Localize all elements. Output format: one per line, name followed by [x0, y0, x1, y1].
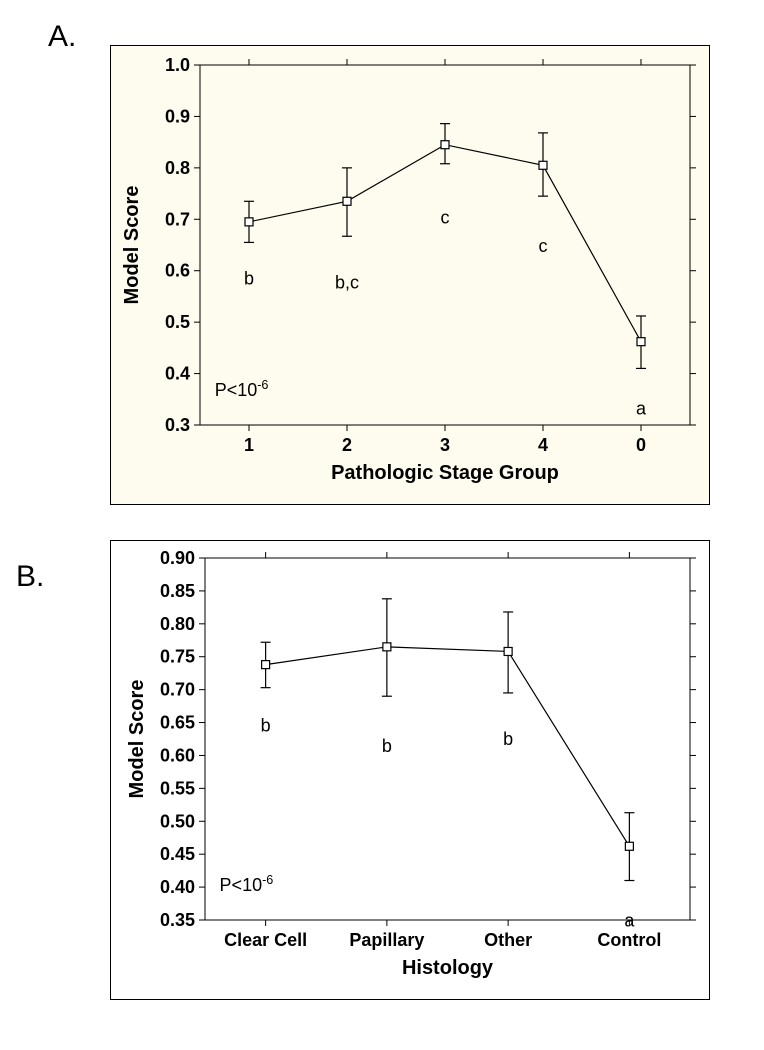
y-axis-title: Model Score [121, 186, 143, 305]
x-tick-label: Other [484, 930, 532, 950]
y-tick-label: 1.0 [165, 55, 190, 75]
data-marker [343, 197, 351, 205]
data-marker [625, 842, 633, 850]
data-marker [441, 141, 449, 149]
y-tick-label: 0.65 [160, 713, 195, 733]
panel-b-label: B. [16, 560, 44, 594]
y-tick-label: 0.8 [165, 158, 190, 178]
x-tick-label: 4 [538, 435, 548, 455]
y-tick-label: 0.4 [165, 364, 190, 384]
x-axis-title: Pathologic Stage Group [331, 462, 559, 484]
y-tick-label: 0.85 [160, 581, 195, 601]
y-tick-label: 0.40 [160, 877, 195, 897]
x-tick-label: 3 [440, 435, 450, 455]
y-tick-label: 0.35 [160, 910, 195, 930]
data-marker [539, 161, 547, 169]
y-tick-label: 0.80 [160, 614, 195, 634]
data-marker [637, 338, 645, 346]
data-marker [245, 218, 253, 226]
group-annotation: b,c [335, 272, 359, 292]
x-tick-label: 0 [636, 435, 646, 455]
group-annotation: c [441, 208, 450, 228]
y-tick-label: 0.55 [160, 778, 195, 798]
y-axis-title: Model Score [126, 680, 148, 799]
chart-svg: 0.35 0.40 0.45 0.50 0.55 0.60 0.65 0.70 0.75 0.80… [110, 540, 710, 1000]
x-tick-label: 1 [244, 435, 254, 455]
data-marker [504, 647, 512, 655]
y-tick-label: 0.5 [165, 312, 190, 332]
y-tick-label: 0.7 [165, 209, 190, 229]
y-tick-label: 0.60 [160, 745, 195, 765]
panel-b-chart: 0.35 0.40 0.45 0.50 0.55 0.60 0.65 0.70 0.75 0.80… [110, 540, 710, 1000]
y-tick-label: 0.90 [160, 548, 195, 568]
group-annotation: b [244, 268, 254, 288]
figure-page: A. 0.3 0.4 0.5 0.6 0.7 0.8 0.9 1.0 Model Score 1 2… [0, 0, 764, 1050]
x-tick-label: Control [597, 930, 661, 950]
y-tick-label: 0.3 [165, 415, 190, 435]
x-tick-label: Papillary [349, 930, 424, 950]
group-annotation: a [636, 398, 647, 418]
group-annotation: b [382, 736, 392, 756]
y-tick-label: 0.75 [160, 647, 195, 667]
chart-svg: 0.3 0.4 0.5 0.6 0.7 0.8 0.9 1.0 Model Score 1 2 3 4 0… [110, 45, 710, 505]
panel-a-chart: 0.3 0.4 0.5 0.6 0.7 0.8 0.9 1.0 Model Score 1 2 3 4 0… [110, 45, 710, 505]
x-tick-label: 2 [342, 435, 352, 455]
data-marker [383, 643, 391, 651]
group-annotation: b [503, 729, 513, 749]
panel-a-label: A. [48, 20, 76, 54]
y-tick-label: 0.50 [160, 811, 195, 831]
data-marker [262, 661, 270, 669]
x-tick-label: Clear Cell [224, 930, 307, 950]
x-axis-title: Histology [402, 957, 494, 979]
group-annotation: b [261, 716, 271, 736]
y-tick-label: 0.45 [160, 844, 195, 864]
y-tick-label: 0.6 [165, 261, 190, 281]
group-annotation: a [624, 911, 635, 931]
y-tick-label: 0.70 [160, 680, 195, 700]
y-tick-label: 0.9 [165, 106, 190, 126]
group-annotation: c [539, 236, 548, 256]
